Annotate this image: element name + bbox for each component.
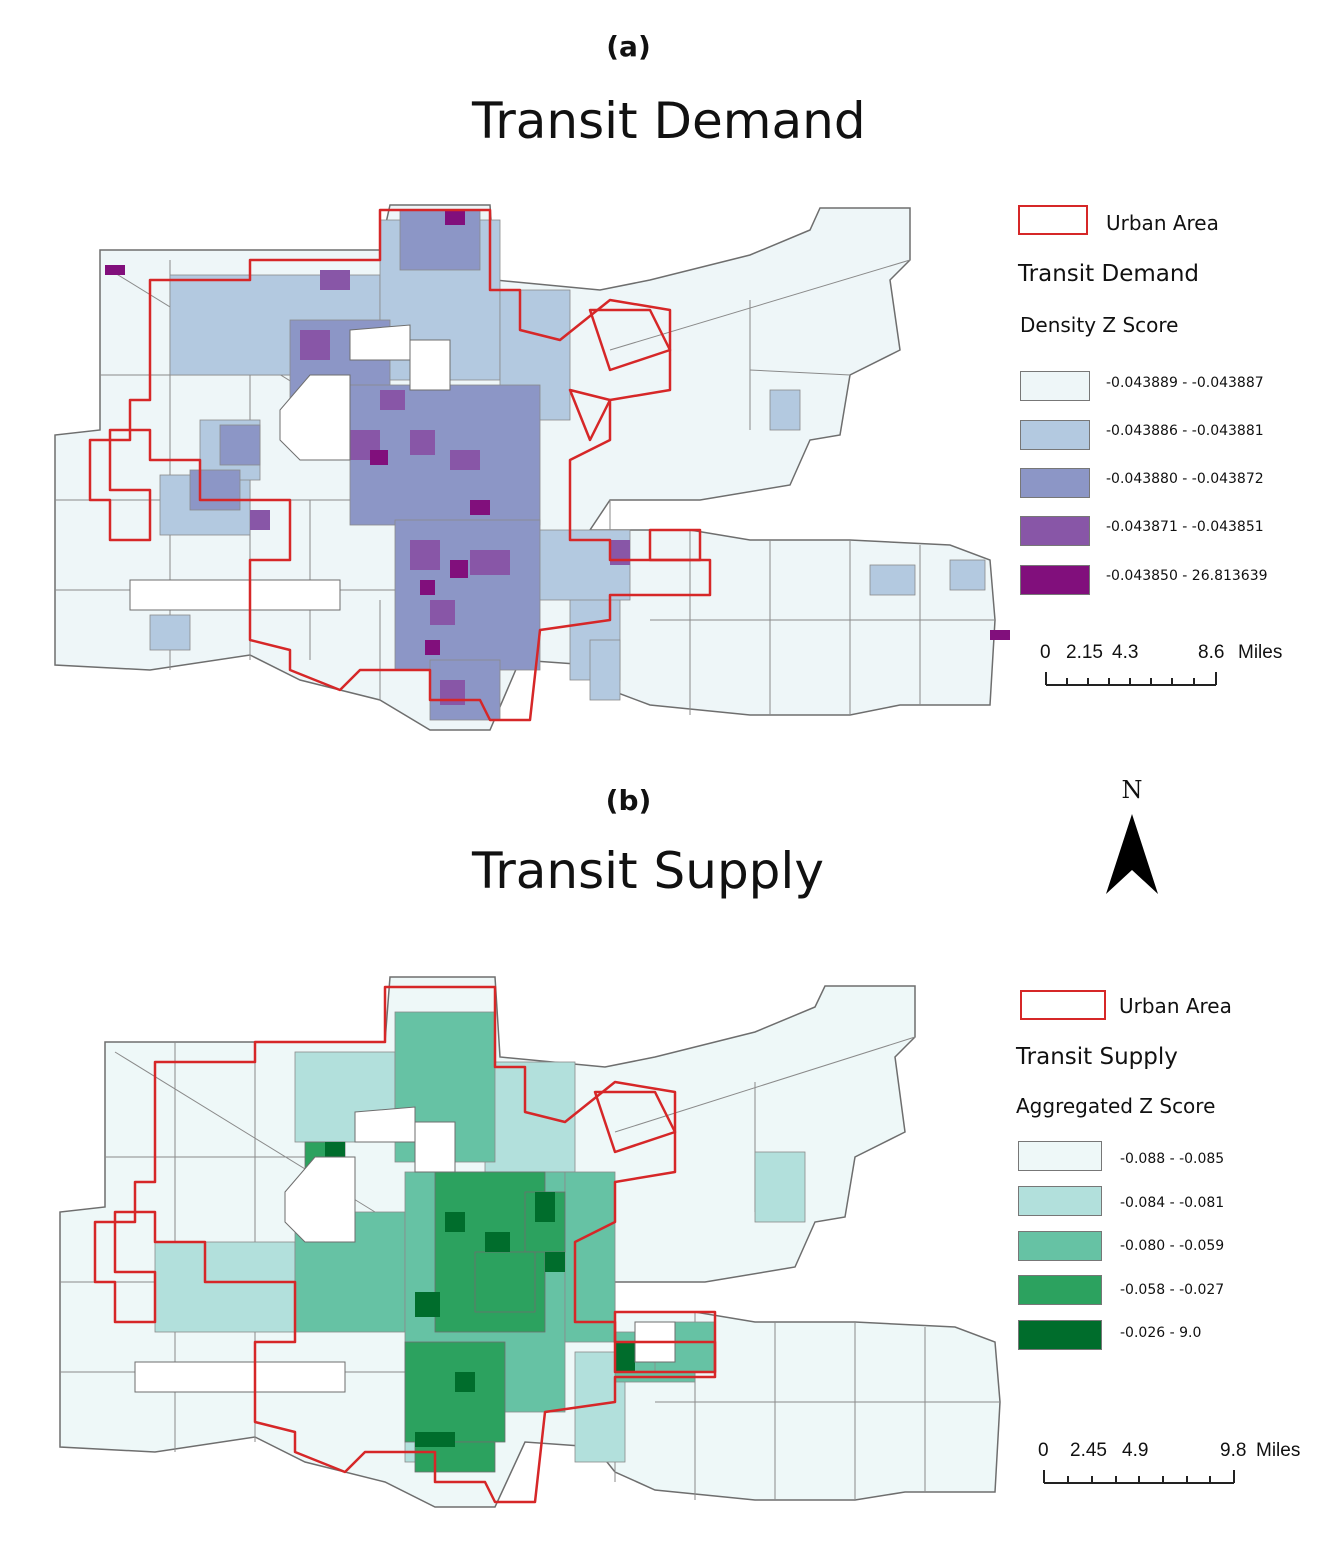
supply-legend-swatch-1: [1018, 1141, 1102, 1171]
supply-scale-tick-0: 0: [1038, 1440, 1049, 1461]
legend-label-2: -0.043886 - -0.043881: [1106, 423, 1264, 439]
scale-tick-2: 4.3: [1112, 642, 1139, 663]
legend-label-5: -0.043850 - 26.813639: [1106, 568, 1268, 584]
panel-b-title: Transit Supply: [472, 842, 824, 900]
demand-holes: [129, 324, 451, 611]
north-arrow-icon: [1106, 814, 1158, 894]
demand-fill-mid: [189, 209, 541, 721]
demand-legend: Urban Area Transit Demand Density Z Scor…: [1018, 205, 1318, 625]
scale-tick-1: 2.15: [1066, 642, 1103, 663]
panel-b-letter: (b): [605, 784, 652, 817]
demand-scale-bar: 0 2.15 4.3 8.6 Miles: [1036, 642, 1316, 692]
legend-subtitle: Density Z Score: [1020, 313, 1179, 337]
supply-scale-unit: Miles: [1256, 1440, 1301, 1461]
supply-legend-label-5: -0.026 - 9.0: [1120, 1325, 1202, 1341]
supply-legend-label-2: -0.084 - -0.081: [1120, 1195, 1225, 1211]
supply-legend-subtitle: Aggregated Z Score: [1016, 1094, 1216, 1118]
urban-area-outline: [88, 208, 712, 722]
north-arrow: N: [1100, 776, 1164, 900]
legend-swatch-2: [1020, 420, 1090, 450]
scale-unit: Miles: [1238, 642, 1283, 663]
supply-legend-label-4: -0.058 - -0.027: [1120, 1282, 1225, 1298]
supply-legend-title: Transit Supply: [1016, 1044, 1178, 1070]
legend-label-1: -0.043889 - -0.043887: [1106, 375, 1264, 391]
demand-fill-dark: [105, 210, 1010, 655]
legend-swatch-3: [1020, 468, 1090, 498]
supply-legend-swatch-5: [1018, 1320, 1102, 1350]
demand-map: [54, 204, 1010, 731]
supply-urban-area-swatch: [1020, 990, 1106, 1020]
scale-bar-graphic: [1045, 672, 1217, 686]
supply-legend-swatch-2: [1018, 1186, 1102, 1216]
supply-scale-bar: 0 2.45 4.9 9.8 Miles: [1034, 1440, 1324, 1490]
supply-map: [59, 976, 1001, 1508]
scale-tick-0: 0: [1040, 642, 1051, 663]
panel-a-title: Transit Demand: [472, 92, 866, 150]
legend-label-3: -0.043880 - -0.043872: [1106, 471, 1264, 487]
supply-legend-swatch-3: [1018, 1231, 1102, 1261]
legend-label-4: -0.043871 - -0.043851: [1106, 519, 1264, 535]
legend-swatch-5: [1020, 565, 1090, 595]
scale-tick-3: 8.6: [1198, 642, 1225, 663]
legend-swatch-1: [1020, 371, 1090, 401]
supply-scale-tick-1: 2.45: [1070, 1440, 1107, 1461]
urban-area-swatch: [1018, 205, 1088, 235]
supply-scale-bar-graphic: [1043, 1470, 1235, 1484]
supply-scale-tick-3: 9.8: [1220, 1440, 1247, 1461]
supply-urban-area-label: Urban Area: [1119, 994, 1232, 1018]
supply-scale-tick-2: 4.9: [1122, 1440, 1149, 1461]
supply-legend: Urban Area Transit Supply Aggregated Z S…: [1016, 988, 1316, 1368]
supply-legend-label-3: -0.080 - -0.059: [1120, 1238, 1225, 1254]
north-label: N: [1121, 776, 1143, 804]
supply-urban-area-outline: [93, 985, 717, 1504]
supply-legend-label-1: -0.088 - -0.085: [1120, 1151, 1225, 1167]
panel-a-letter: (a): [606, 30, 651, 63]
legend-title: Transit Demand: [1018, 261, 1200, 287]
supply-holes: [134, 1106, 676, 1393]
urban-area-label: Urban Area: [1106, 211, 1219, 235]
demand-fill-purple: [250, 270, 630, 705]
supply-legend-swatch-4: [1018, 1275, 1102, 1305]
legend-swatch-4: [1020, 516, 1090, 546]
